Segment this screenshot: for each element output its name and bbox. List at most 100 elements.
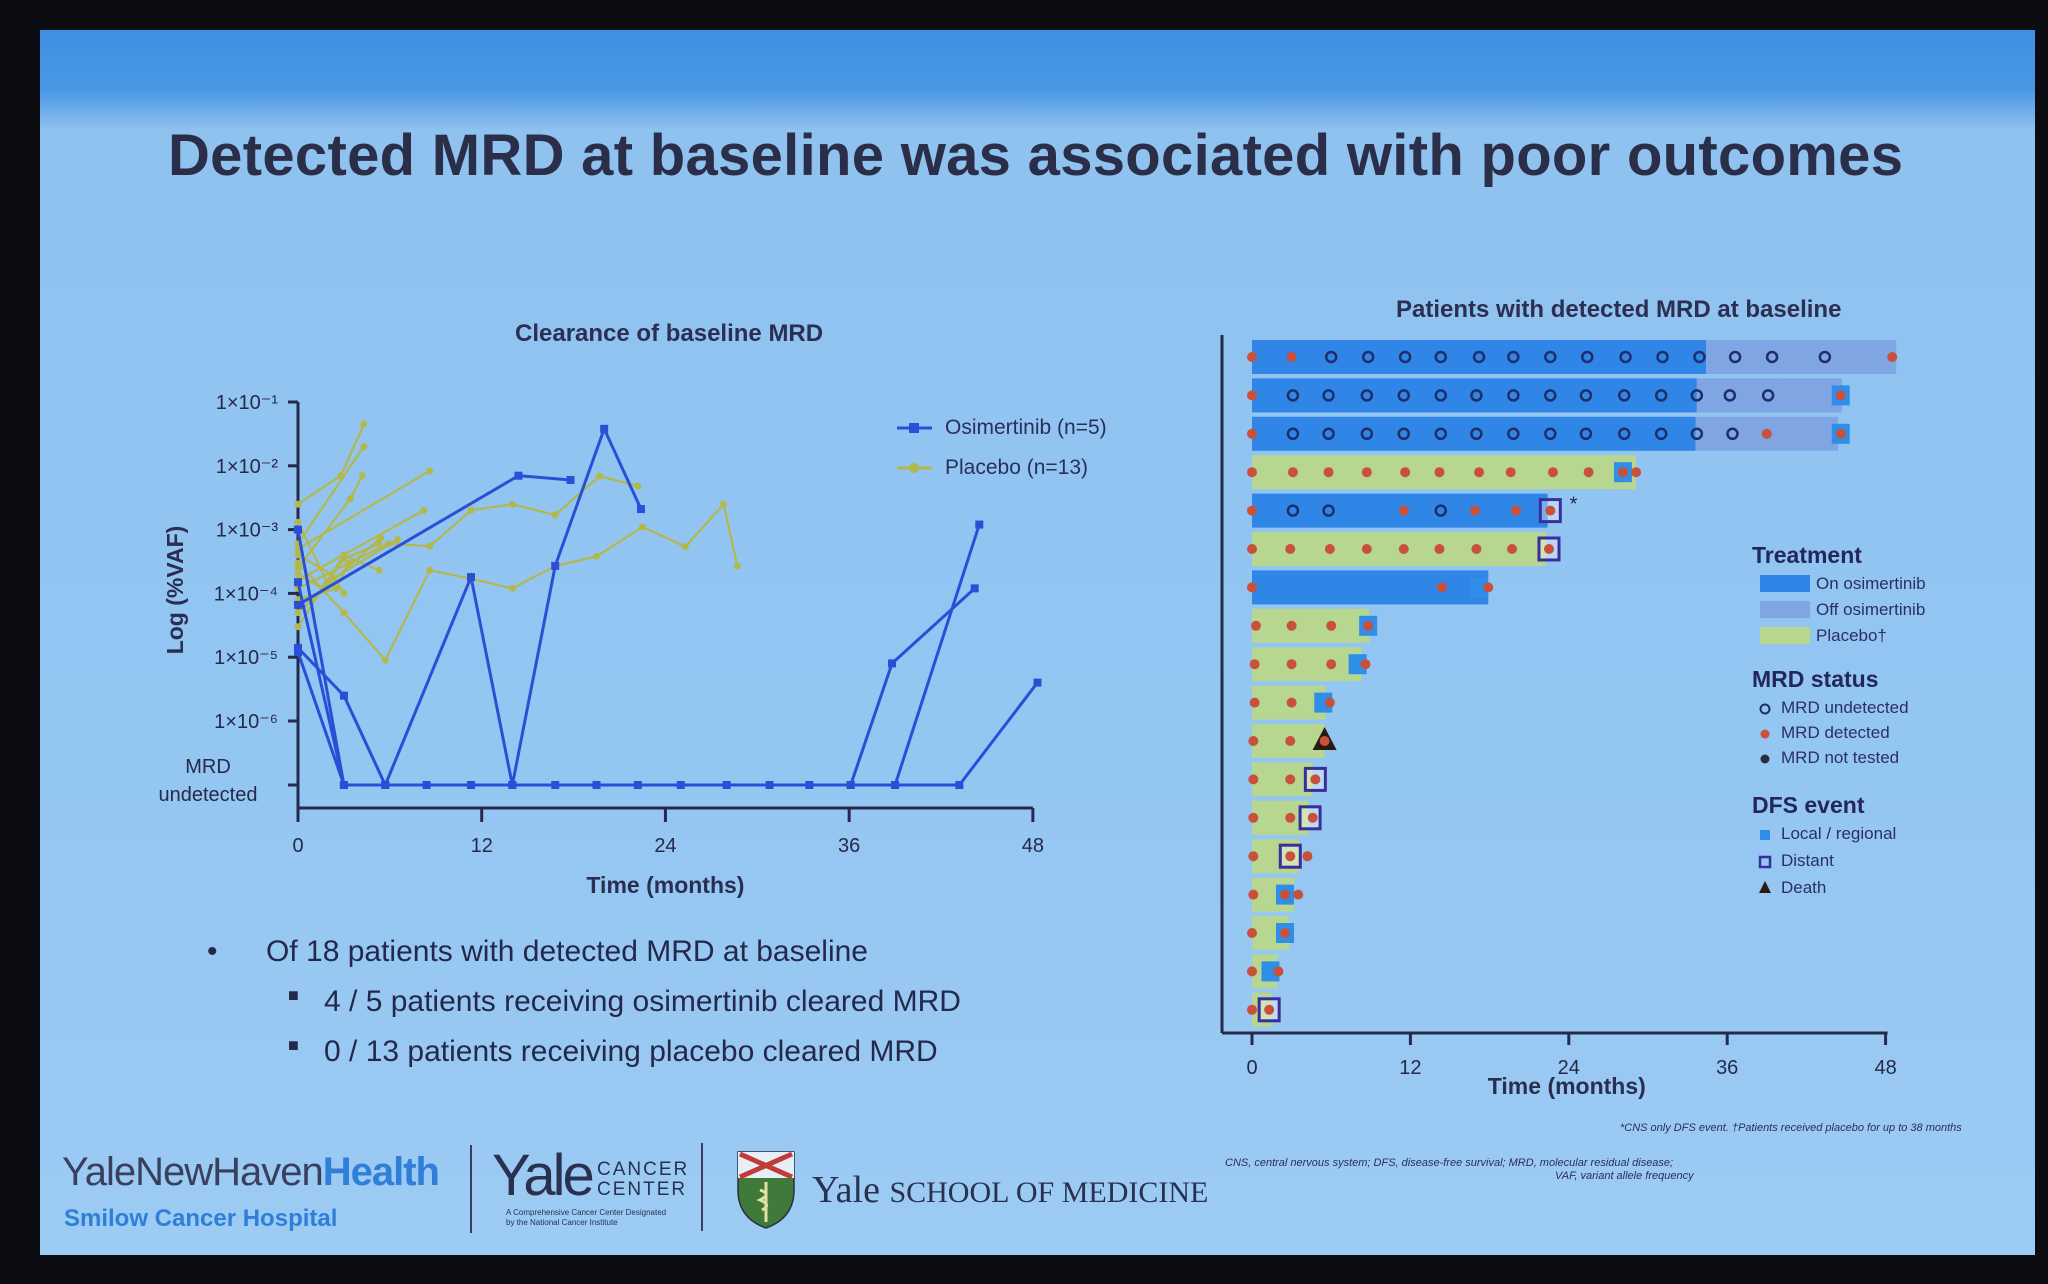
mrd-undetected-marker: [1690, 427, 1704, 441]
placebo-data-point: [508, 500, 516, 508]
placebo-data-point: [294, 564, 302, 572]
mrd-detected-marker: [1544, 544, 1554, 554]
bullet-1: Of 18 patients with detected MRD at base…: [266, 935, 868, 968]
ycc-cancer: CANCER: [597, 1159, 690, 1180]
bullet-square-3: ■: [288, 1035, 299, 1055]
placebo-data-point: [328, 570, 336, 578]
osimertinib-data-point: [339, 691, 348, 700]
mrd-undetected-marker: [1654, 427, 1668, 441]
legend-osimertinib-square-icon: [909, 423, 919, 433]
mrd-undetected-marker: [1818, 350, 1832, 364]
y-tick-label: 1×10⁻²: [216, 456, 279, 478]
osimertinib-data-point: [467, 573, 476, 582]
x-tick-label: 24: [1558, 1057, 1580, 1079]
right-chart-title: Patients with detected MRD at baseline: [1396, 296, 1842, 323]
mrd-detected-marker: [1247, 544, 1257, 554]
mrd-detected-marker: [1286, 697, 1297, 708]
placebo-data-point: [420, 506, 428, 514]
ycc-tagline-1: A Comprehensive Cancer Center Designated: [506, 1208, 667, 1217]
osimertinib-data-point: [294, 648, 302, 657]
mrd-detected-marker: [1398, 505, 1409, 516]
mrd-detected-marker: [1324, 544, 1335, 554]
x-tick-label: 48: [1022, 835, 1044, 857]
placebo-data-point: [346, 495, 354, 503]
placebo-data-point: [720, 500, 728, 508]
mrd-detected-marker: [1326, 659, 1337, 670]
mrd-detected-marker: [1631, 467, 1642, 478]
placebo-data-point: [426, 542, 434, 550]
mrd-detected-marker: [1302, 851, 1313, 862]
placebo-patient-line: [297, 470, 431, 550]
osimertinib-data-point: [514, 471, 523, 480]
mrd-detected-marker: [1273, 966, 1284, 977]
ycc-tagline-2: by the National Cancer Institute: [506, 1218, 618, 1227]
mrd-undetected-marker: [1765, 350, 1779, 364]
mrd-undetected-marker: [1322, 427, 1335, 441]
mrd-detected-marker: [1248, 736, 1259, 746]
mrd-undetected-marker: [1693, 350, 1706, 364]
mrd-detected-marker: [1264, 1004, 1275, 1015]
placebo-data-point: [340, 609, 348, 617]
legend-mrd-not-tested: MRD not tested: [1781, 748, 1900, 767]
y-tick-label: 1×10⁻¹: [216, 392, 279, 414]
y-tick-label: 1×10⁻⁴: [214, 583, 278, 605]
local-regional-event-icon: [1261, 961, 1280, 982]
mrd-undetected-marker: [1544, 350, 1557, 364]
mrd-detected-marker: [1247, 582, 1257, 593]
ycc-center: CENTER: [597, 1179, 688, 1200]
local-regional-event-icon: [1348, 654, 1367, 675]
x-tick-label: 36: [1716, 1057, 1738, 1079]
mrd-detected-marker: [1248, 812, 1259, 823]
mrd-undetected-marker: [1619, 350, 1632, 364]
mrd-undetected-marker: [1579, 427, 1593, 441]
ycc-logo-side: CANCER CENTER: [597, 1160, 689, 1200]
x-tick-label: 36: [838, 835, 860, 857]
mrd-detected-marker: [1324, 697, 1335, 708]
mrd-detected-marker: [1835, 390, 1846, 401]
placebo-data-point: [332, 584, 340, 592]
mrd-undetected-marker: [1761, 389, 1775, 402]
mrd-undetected-marker: [1286, 504, 1300, 517]
mrd-undetected-marker: [1507, 427, 1520, 441]
mrd-detected-marker: [1400, 467, 1411, 478]
mrd-undetected-marker: [1617, 427, 1631, 441]
osimertinib-data-point: [294, 578, 302, 587]
x-axis-label: Time (months): [586, 872, 744, 898]
legend-mrd-undetected-icon: [1759, 703, 1771, 715]
legend-dfs-title: DFS event: [1752, 792, 1865, 818]
x-tick-label: 0: [1246, 1057, 1257, 1079]
mrd-undetected-marker: [1723, 389, 1737, 402]
placebo-data-point: [426, 566, 434, 574]
legend-mrd-undetected: MRD undetected: [1781, 698, 1909, 717]
ycc-logo-yale: Yale: [492, 1143, 595, 1208]
bar-on-osimertinib: [1252, 378, 1697, 413]
placebo-data-point: [508, 584, 516, 592]
bullet-3: 0 / 13 patients receiving placebo cleare…: [324, 1035, 938, 1068]
mrd-undetected-marker: [1322, 504, 1335, 517]
bullet-square-2: ■: [288, 985, 299, 1005]
mrd-detected-marker: [1761, 428, 1772, 439]
placebo-patient-line: [297, 501, 739, 663]
placebo-data-point: [360, 443, 368, 451]
mrd-detected-marker: [1249, 697, 1260, 708]
slide-background: [40, 30, 2035, 1255]
ynhh-logo-main: YaleNewHaven: [62, 1150, 324, 1194]
legend-mrd-title: MRD status: [1752, 666, 1879, 692]
slide-top-band: [40, 30, 2035, 130]
osimertinib-data-point: [970, 584, 979, 593]
osimertinib-data-point: [551, 561, 560, 570]
ysm-school: SCHOOL OF MEDICINE: [889, 1176, 1209, 1209]
mrd-undetected-marker: [1617, 389, 1631, 402]
mrd-detected-marker: [1285, 544, 1296, 554]
legend-treatment-title: Treatment: [1752, 542, 1862, 568]
legend-death: Death: [1781, 878, 1827, 897]
legend-distant: Distant: [1781, 851, 1834, 870]
placebo-data-point: [681, 543, 689, 551]
mrd-detected-marker: [1293, 889, 1304, 900]
mrd-detected-marker: [1547, 467, 1558, 478]
footnote-symbols: *CNS only DFS event. †Patients received …: [1620, 1122, 1962, 1134]
mrd-detected-marker: [1247, 428, 1257, 439]
placebo-data-point: [375, 566, 383, 574]
mrd-detected-marker: [1474, 467, 1485, 478]
legend-local-regional-icon: [1760, 830, 1770, 840]
